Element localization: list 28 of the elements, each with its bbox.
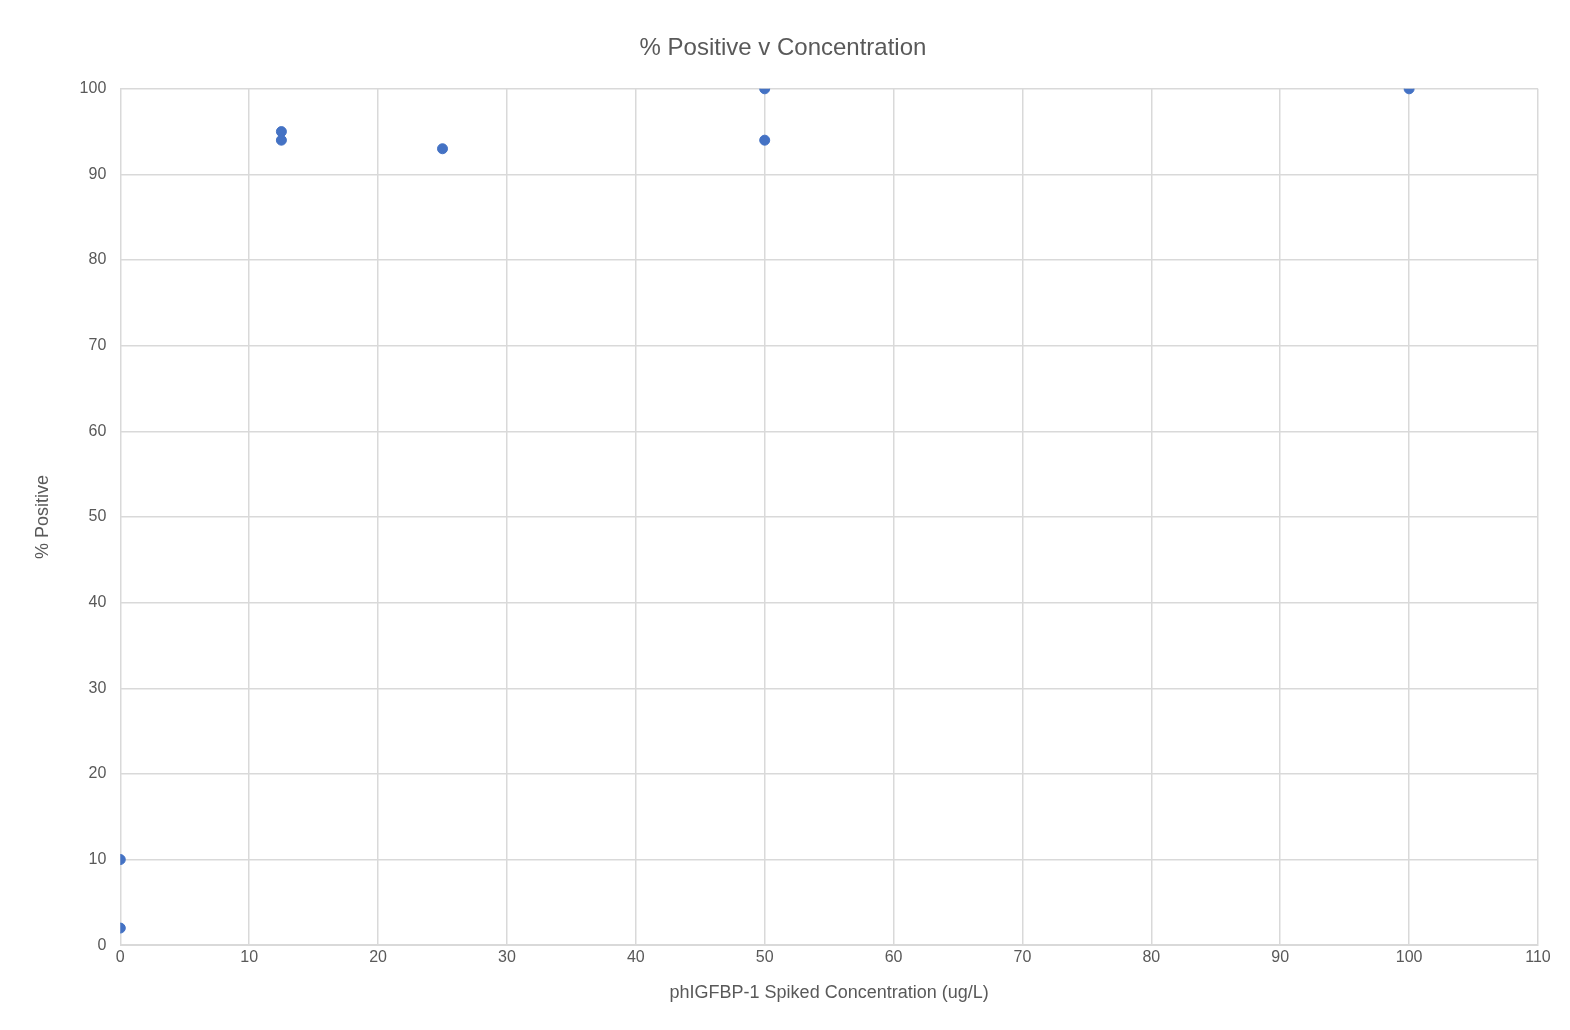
- chart-title: % Positive v Concentration: [639, 33, 927, 61]
- x-tick-label: 80: [1142, 948, 1161, 966]
- y-tick-label: 60: [88, 421, 107, 439]
- y-tick-label: 50: [88, 507, 107, 525]
- y-tick-label: 30: [88, 678, 107, 696]
- y-tick-label: 100: [79, 79, 107, 97]
- x-tick-label: 50: [755, 948, 774, 966]
- x-tick-label: 60: [884, 948, 903, 966]
- x-tick-label: 30: [498, 948, 516, 966]
- x-tick-label: 0: [115, 948, 125, 966]
- y-tick-label: 10: [88, 849, 107, 867]
- y-axis-title: % Positive: [31, 474, 52, 560]
- x-tick-label: 100: [1395, 948, 1423, 966]
- y-tick-label: 40: [88, 593, 107, 611]
- point: [437, 143, 448, 155]
- x-tick-label: 20: [369, 948, 388, 966]
- y-tick-label: 20: [88, 764, 107, 782]
- y-tick-label: 90: [88, 164, 107, 182]
- point: [759, 134, 771, 146]
- x-tick-label: 110: [1525, 948, 1551, 966]
- y-tick-label: 70: [88, 336, 107, 354]
- x-tick-label: 90: [1271, 948, 1290, 966]
- x-tick-label: 40: [626, 948, 645, 966]
- x-axis-title: phIGFBP-1 Spiked Concentration (ug/L): [669, 982, 989, 1003]
- x-tick-label: 10: [240, 948, 259, 966]
- x-tick-label: 70: [1013, 948, 1032, 966]
- y-tick-label: 80: [88, 250, 107, 268]
- y-tick-label: 0: [97, 935, 107, 953]
